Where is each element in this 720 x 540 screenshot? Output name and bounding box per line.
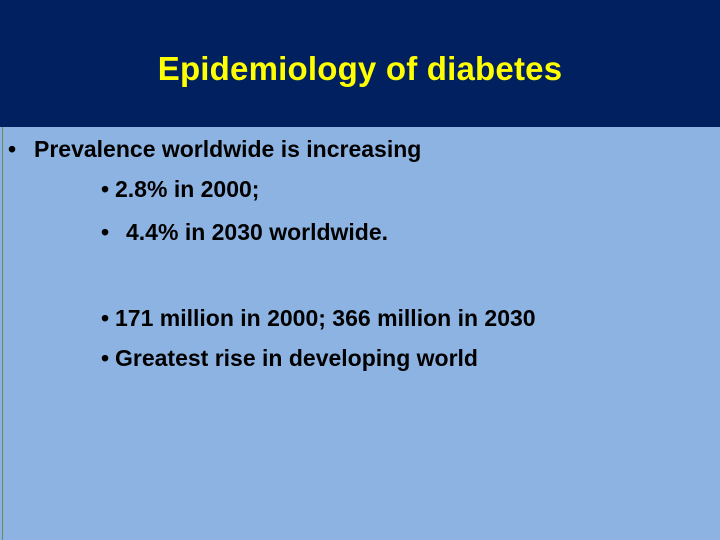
sub-bullet-item: • 171 million in 2000; 366 million in 203…: [101, 303, 536, 333]
bullet-glyph: •: [8, 136, 17, 162]
sub-bullet-item: • Greatest rise in developing world: [101, 343, 478, 373]
sub-bullet-item: • 2.8% in 2000;: [101, 174, 259, 204]
bullet-text: 4.4% in 2030 worldwide.: [126, 219, 389, 245]
bullet-glyph: •: [101, 345, 110, 371]
bullet-text: Prevalence worldwide is increasing: [34, 136, 422, 162]
title-bar: Epidemiology of diabetes: [0, 0, 720, 127]
bullet-text: Greatest rise in developing world: [115, 345, 478, 371]
bullet-item: • Prevalence worldwide is increasing: [8, 134, 421, 164]
bullet-text: 2.8% in 2000;: [115, 176, 260, 202]
left-border-line: [2, 127, 3, 540]
bullet-glyph: •: [101, 176, 110, 202]
slide-title: Epidemiology of diabetes: [157, 49, 563, 87]
sub-bullet-item: • 4.4% in 2030 worldwide.: [101, 217, 388, 247]
bullet-glyph: •: [101, 219, 110, 245]
bullet-glyph: •: [101, 305, 110, 331]
bullet-text: 171 million in 2000; 366 million in 2030: [115, 305, 536, 331]
